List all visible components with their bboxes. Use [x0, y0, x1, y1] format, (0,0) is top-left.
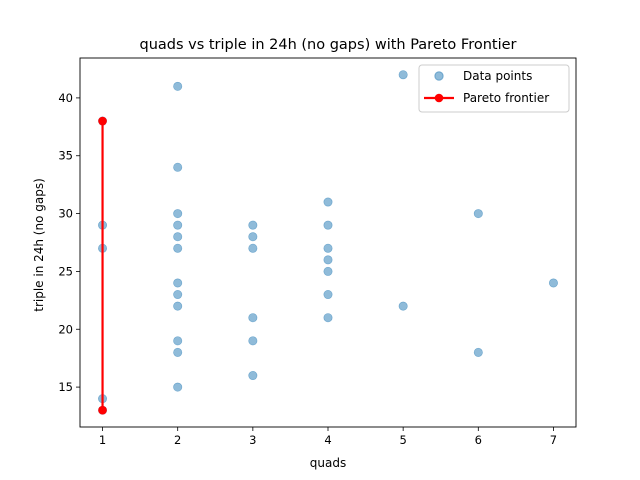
data-point [323, 255, 333, 265]
y-tick-label: 40 [58, 91, 73, 105]
data-point [173, 232, 183, 242]
data-point [248, 232, 258, 242]
data-point [173, 336, 183, 346]
data-point [173, 81, 183, 91]
x-tick-label: 1 [99, 433, 106, 447]
data-point [398, 301, 408, 311]
y-tick-label: 35 [58, 149, 73, 163]
data-point [323, 290, 333, 300]
data-point [473, 347, 483, 357]
data-point [473, 209, 483, 219]
legend-marker-pareto-frontier [434, 93, 444, 103]
legend-box [418, 64, 570, 113]
x-tick-label: 5 [399, 433, 406, 447]
data-point [248, 220, 258, 230]
data-point [248, 336, 258, 346]
data-point [173, 301, 183, 311]
x-axis-label: quads [310, 456, 346, 470]
data-point [323, 266, 333, 276]
legend-label: Pareto frontier [463, 91, 549, 105]
plot-area: 1 2 3 4 5 6 7 15 20 25 30 35 40 [58, 57, 577, 447]
y-tick-label: 25 [58, 264, 73, 278]
data-point [173, 278, 183, 288]
data-point [323, 313, 333, 323]
axes-frame [79, 57, 577, 428]
x-tick-label: 4 [324, 433, 331, 447]
data-point [248, 313, 258, 323]
data-point [323, 220, 333, 230]
data-point [248, 243, 258, 253]
legend: Data points Pareto frontier [418, 64, 570, 113]
data-point [323, 243, 333, 253]
legend-label: Data points [463, 69, 532, 83]
data-point [173, 209, 183, 219]
y-tick-label: 20 [58, 322, 73, 336]
data-point [173, 382, 183, 392]
y-tick-label: 15 [58, 380, 73, 394]
chart-title: quads vs triple in 24h (no gaps) with Pa… [139, 37, 516, 53]
legend-marker-data-points [434, 71, 444, 81]
data-point [248, 371, 258, 381]
data-point [173, 162, 183, 172]
data-point [173, 347, 183, 357]
x-tick-label: 6 [475, 433, 482, 447]
data-point [173, 290, 183, 300]
data-point [398, 70, 408, 80]
data-point [548, 278, 558, 288]
x-tick-label: 7 [550, 433, 557, 447]
x-tick-label: 2 [174, 433, 181, 447]
y-axis-label: triple in 24h (no gaps) [32, 178, 46, 312]
y-tick-label: 30 [58, 207, 73, 221]
data-point [323, 197, 333, 207]
pareto-frontier-marker [98, 405, 107, 415]
x-tick-label: 3 [249, 433, 256, 447]
data-point [173, 243, 183, 253]
data-point [173, 220, 183, 230]
pareto-frontier-marker [98, 116, 107, 126]
